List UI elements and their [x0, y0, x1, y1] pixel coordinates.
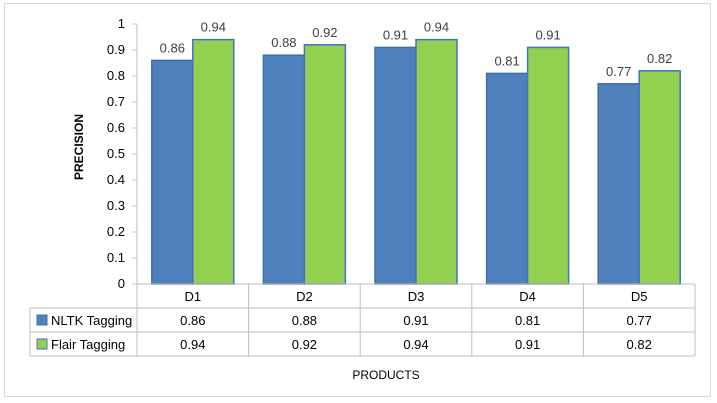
table-cell-value: 0.82	[627, 337, 652, 352]
table-cell-value: 0.91	[515, 337, 540, 352]
bar-nltk-d5	[597, 83, 640, 285]
table-cell-value: 0.92	[292, 337, 317, 352]
bar-flair-d4	[526, 46, 570, 285]
chart-frame	[4, 3, 711, 397]
y-tick-label: 0.1	[107, 250, 125, 265]
bar-flair-d3	[415, 38, 458, 285]
y-axis: 0 0.1 0.2 0.3 0.4 0.5 0.6 0.7 0.8 0.9 1	[107, 16, 138, 291]
bar-nltk-d2	[262, 54, 306, 285]
data-labels: 0.86 0.94 0.88 0.92 0.91 0.94 0.81 0.91 0.77 0.82	[160, 20, 673, 79]
data-label: 0.88	[271, 35, 296, 50]
bar-nltk-d1	[151, 59, 194, 285]
legend-series-name: NLTK Tagging	[51, 313, 132, 328]
data-label: 0.91	[535, 27, 560, 42]
data-label: 0.86	[160, 40, 185, 55]
y-tick-label: 0.5	[107, 146, 125, 161]
y-tick-label: 0.8	[107, 68, 125, 83]
data-label: 0.92	[312, 25, 337, 40]
table-cell-value: 0.88	[292, 313, 317, 328]
y-axis-title: PRECISION	[72, 114, 86, 180]
y-tick-label: 0.9	[107, 42, 125, 57]
table-cell-value: 0.91	[403, 313, 428, 328]
legend-series-name: Flair Tagging	[51, 337, 125, 352]
table-cell-value: 0.94	[180, 337, 205, 352]
bar-nltk-d4	[485, 72, 529, 285]
bar-flair-d2	[303, 44, 347, 285]
data-label: 0.91	[383, 27, 408, 42]
y-tick-label: 0.3	[107, 198, 125, 213]
x-category-label: D5	[631, 289, 648, 304]
legend-swatch-flair	[36, 338, 48, 350]
table-cell-value: 0.94	[403, 337, 428, 352]
bars	[151, 38, 681, 285]
bar-flair-d5	[638, 70, 681, 285]
y-tick-label: 1	[118, 16, 125, 31]
x-category-label: D3	[408, 289, 425, 304]
data-label: 0.81	[494, 53, 519, 68]
table-cell-value: 0.77	[627, 313, 652, 328]
x-category-label: D4	[519, 289, 536, 304]
data-label: 0.94	[201, 20, 226, 35]
x-axis-title: PRODUCTS	[352, 368, 419, 382]
y-tick-label: 0.6	[107, 120, 125, 135]
data-label: 0.77	[606, 64, 631, 79]
y-tick-label: 0	[118, 276, 125, 291]
data-label: 0.82	[647, 51, 672, 66]
table-cell-value: 0.86	[180, 313, 205, 328]
data-label: 0.94	[424, 20, 449, 35]
legend-swatch-nltk	[36, 314, 48, 326]
table-cell-value: 0.81	[515, 313, 540, 328]
y-tick-label: 0.4	[107, 172, 125, 187]
x-category-label: D2	[296, 289, 313, 304]
y-tick-label: 0.2	[107, 224, 125, 239]
y-tick-label: 0.7	[107, 94, 125, 109]
x-category-label: D1	[184, 289, 201, 304]
bar-nltk-d3	[374, 46, 417, 285]
data-table: D1 D2 D3 D4 D5 NLTK Tagging 0.86 0.88 0.91 0.81 0.…	[29, 283, 696, 357]
bar-flair-d1	[192, 38, 235, 285]
